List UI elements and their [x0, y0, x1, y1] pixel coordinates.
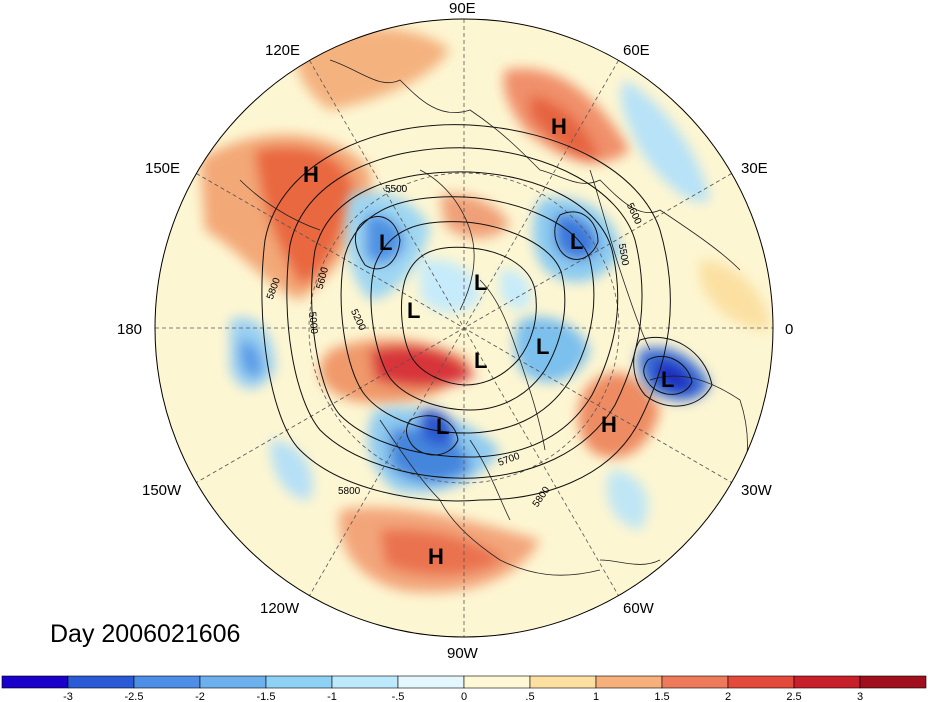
high-marker: H	[601, 412, 617, 437]
colorbar-tick-label: 0	[461, 691, 467, 702]
colorbar-swatch	[265, 675, 333, 689]
colorbar-tick-label: -2	[195, 691, 205, 702]
low-marker: L	[379, 230, 392, 255]
contour-label: 5000	[306, 311, 319, 335]
lon-label-30e: 30E	[741, 160, 768, 177]
contour-label: 5800	[338, 486, 361, 497]
lon-label-60w: 60W	[623, 600, 655, 617]
lon-label-90w: 90W	[447, 645, 479, 662]
lon-label-180: 180	[117, 321, 142, 338]
colorbar-swatch	[793, 675, 861, 689]
colorbar-swatch	[331, 675, 399, 689]
colorbar-tick-label: 1.5	[654, 691, 669, 702]
colorbar-swatch	[1, 675, 69, 689]
colorbar-tick-label: 1	[593, 691, 599, 702]
lon-label-120e: 120E	[265, 42, 300, 59]
lon-label-150w: 150W	[142, 482, 182, 499]
colorbar-swatch	[595, 675, 663, 689]
colorbar-tick-label: 3	[857, 691, 863, 702]
colorbar-swatch	[397, 675, 465, 689]
colorbar-swatch	[859, 675, 927, 689]
lon-label-30w: 30W	[741, 482, 773, 499]
low-marker: L	[474, 270, 487, 295]
contour-label: 5500	[616, 243, 631, 267]
colorbar-tick-label: 2	[725, 691, 731, 702]
low-marker: L	[661, 367, 674, 392]
low-marker: L	[474, 348, 487, 373]
lon-label-90e: 90E	[449, 0, 476, 17]
low-marker: L	[436, 414, 449, 439]
colorbar-tick-label: -3	[63, 691, 73, 702]
lon-label-0: 0	[785, 321, 793, 338]
colorbar-swatch	[67, 675, 135, 689]
coastlines	[239, 59, 748, 576]
colorbar-tick-label: 2.5	[786, 691, 801, 702]
height-contours	[261, 124, 713, 502]
high-marker: H	[303, 162, 319, 187]
colorbar-swatch	[529, 675, 597, 689]
lon-label-150e: 150E	[145, 160, 180, 177]
colorbar: -3 -2.5 -2 -1.5 -1 -.5 0 .5 1 1.5 2 2.5 3	[1, 675, 927, 702]
colorbar-tick-label: -1	[327, 691, 337, 702]
high-marker: H	[551, 114, 567, 139]
lon-label-120w: 120W	[260, 600, 300, 617]
lon-label-60e: 60E	[623, 42, 650, 59]
colorbar-swatch	[133, 675, 201, 689]
colorbar-swatch	[661, 675, 729, 689]
high-marker: H	[428, 544, 444, 569]
colorbar-swatch	[463, 675, 531, 689]
graticule	[155, 19, 773, 637]
pressure-centers: H H L L L L L L L L H H	[303, 114, 674, 569]
anomaly-field	[155, 19, 773, 637]
colorbar-tick-label: -2.5	[125, 691, 144, 702]
colorbar-swatch	[727, 675, 795, 689]
colorbar-tick-label: -1.5	[257, 691, 276, 702]
longitude-labels: 90E 120E 60E 150E 30E 180 0 150W 30W 120…	[117, 0, 793, 662]
date-title: Day 2006021606	[50, 620, 241, 648]
contour-label: 5500	[385, 184, 408, 195]
low-marker: L	[570, 229, 583, 254]
globe-outline	[154, 18, 774, 638]
colorbar-swatch	[199, 675, 267, 689]
low-marker: L	[407, 298, 420, 323]
low-marker: L	[536, 334, 549, 359]
colorbar-tick-label: -.5	[392, 691, 405, 702]
colorbar-tick-label: .5	[525, 691, 534, 702]
